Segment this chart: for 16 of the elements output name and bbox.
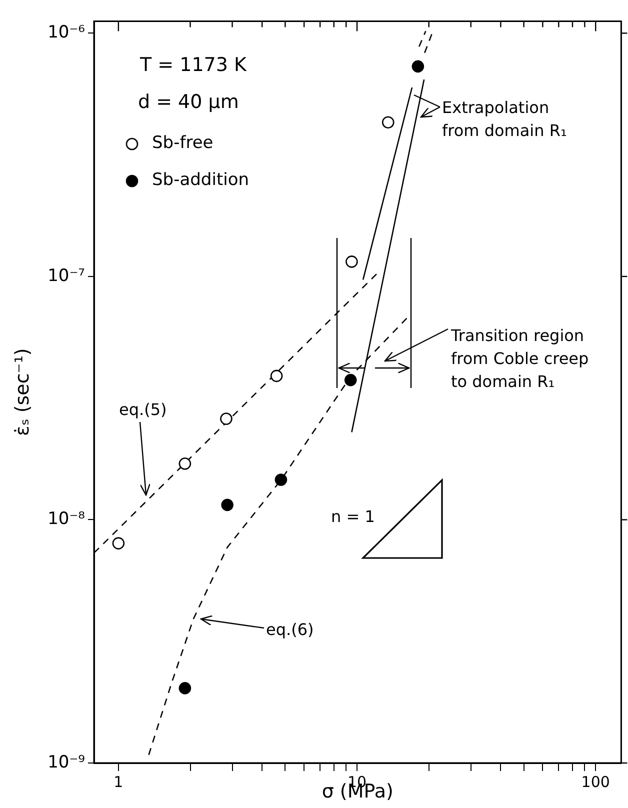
y-axis-title: ε̇ₛ (sec⁻¹) xyxy=(11,348,34,436)
y-tick-label: 10⁻⁶ xyxy=(48,22,86,43)
legend-label: Sb-free xyxy=(152,132,214,155)
y-tick-label: 10⁻⁹ xyxy=(48,752,86,772)
annotation: eq.(5) xyxy=(119,399,167,421)
annotation: d = 40 μm xyxy=(138,91,239,114)
annotation: Extrapolation from domain R₁ xyxy=(442,97,568,142)
annotation: n = 1 xyxy=(331,506,375,528)
y-tick-label: 10⁻⁷ xyxy=(48,266,86,286)
x-tick-label: 100 xyxy=(581,772,610,791)
annotation: eq.(6) xyxy=(266,619,314,641)
annotation: T = 1173 K xyxy=(140,54,246,77)
y-tick-label: 10⁻⁸ xyxy=(48,509,86,530)
x-tick-label: 1 xyxy=(114,772,124,791)
annotation: Transition region from Coble creep to domain R₁ xyxy=(451,325,590,393)
legend-label: Sb-addition xyxy=(152,169,250,192)
